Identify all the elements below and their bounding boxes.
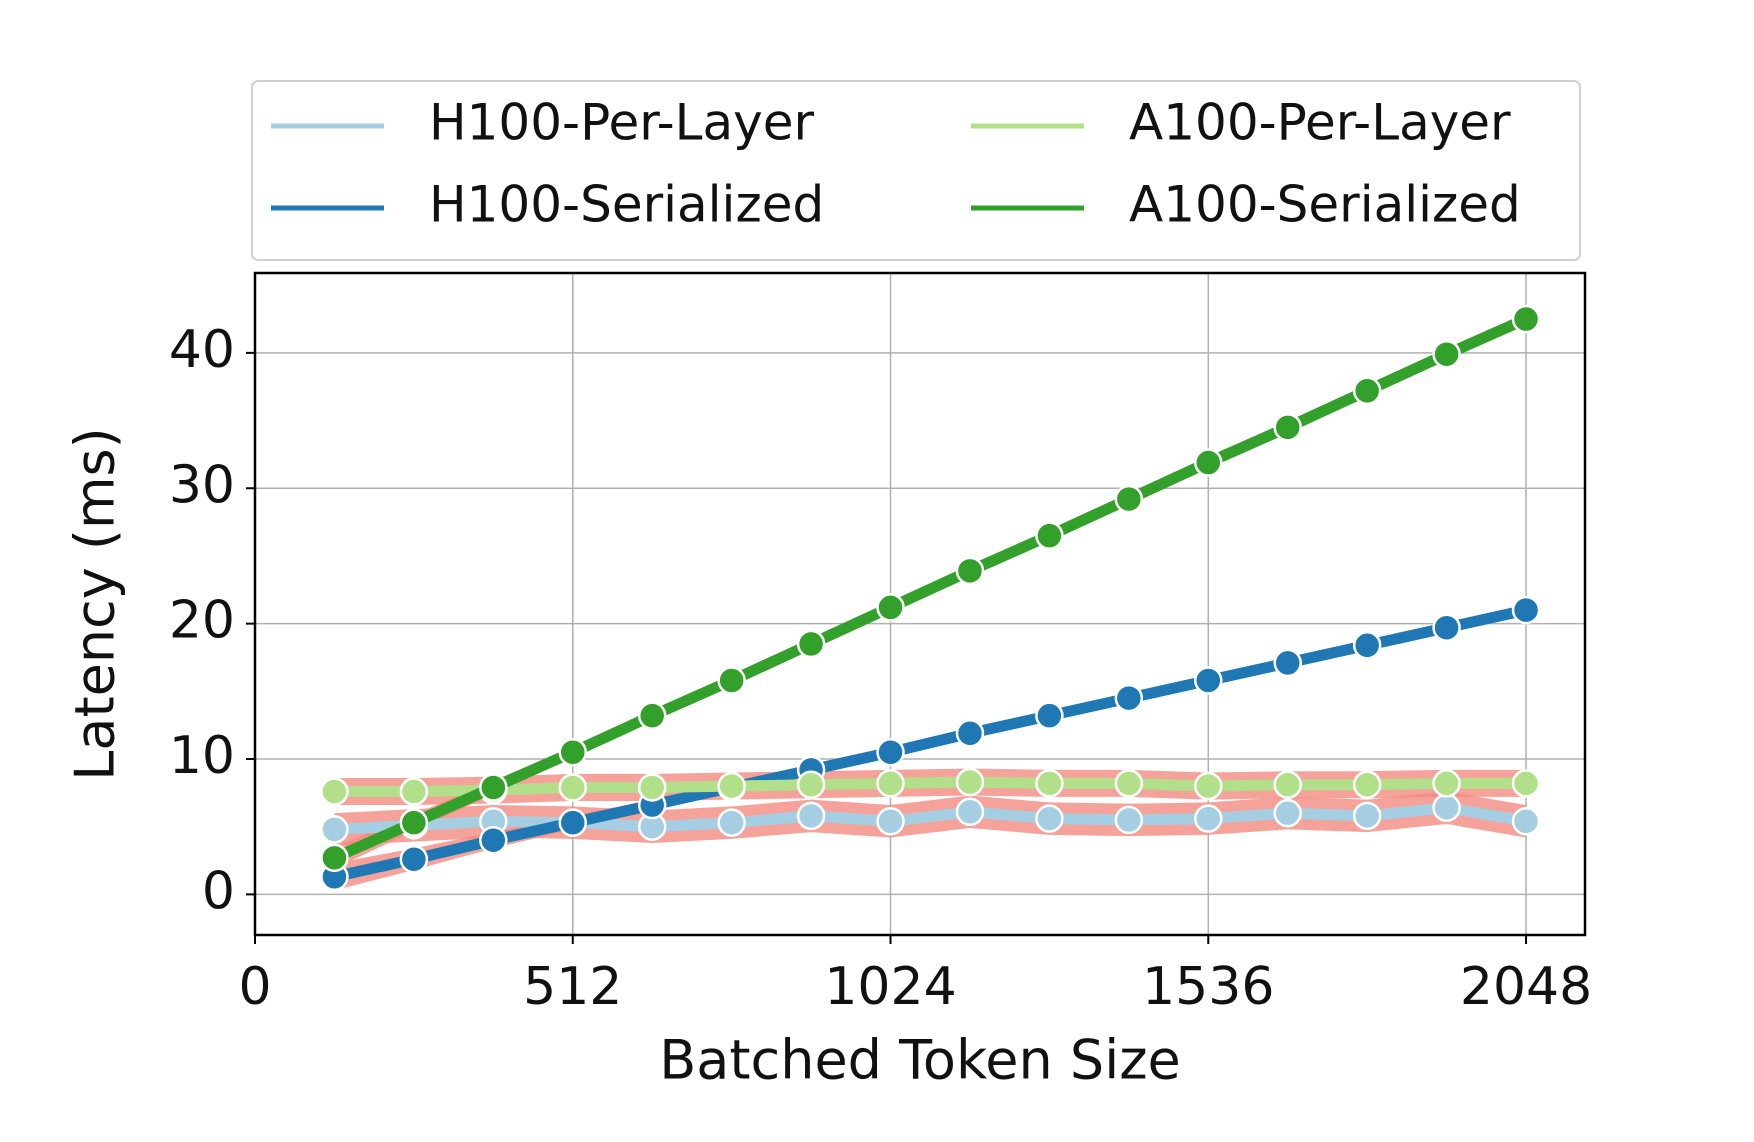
x-axis-label: Batched Token Size [659,1029,1181,1092]
point [876,769,905,798]
y-tick-label: 40 [169,320,235,380]
point [479,773,508,802]
point [1114,683,1144,713]
plot-area [320,304,1541,892]
point [955,767,985,797]
point [320,843,349,873]
point [1511,304,1541,334]
point [717,771,746,801]
point [955,556,985,586]
y-axis-label: Latency (ms) [64,427,127,780]
point [1273,648,1302,678]
series-line [334,776,1527,797]
point [1035,769,1064,798]
series-line [332,314,1529,863]
legend-label: A100-Serialized [1129,176,1521,234]
point [399,844,429,874]
point [876,737,905,767]
point [1352,801,1382,831]
legend-label: H100-Per-Layer [429,94,814,152]
x-tick-label: 1024 [824,957,956,1017]
point [1194,771,1223,801]
point [637,701,667,730]
point [1194,666,1223,695]
point [1273,798,1302,828]
point [876,807,905,836]
x-tick-label: 0 [238,957,271,1017]
point [796,801,826,831]
point [558,737,588,767]
y-tick-label: 30 [169,455,235,515]
point [1432,339,1461,369]
point [320,815,349,844]
point [399,808,429,837]
point [1432,613,1461,642]
series-line [334,802,1527,835]
point [1114,484,1144,514]
point [558,773,588,802]
x-tick-label: 2048 [1460,957,1592,1017]
point [1194,448,1223,477]
point [1273,770,1302,799]
series-line [333,604,1528,883]
point [876,593,905,622]
point [320,777,349,806]
point [637,773,667,802]
point [796,629,826,659]
point [1035,804,1064,833]
point [1511,595,1541,625]
y-tick-label: 10 [169,726,235,786]
point [1352,770,1382,799]
x-tick-label: 512 [523,957,622,1017]
point [1432,793,1461,822]
point [1352,376,1382,406]
point [1114,805,1144,835]
point [1352,631,1382,660]
point [479,825,508,855]
y-tick-label: 20 [169,591,235,651]
point [1273,413,1302,442]
y-tick-label: 0 [202,861,235,921]
point [955,719,985,748]
point [558,808,588,837]
point [1194,804,1223,833]
x-tick-label: 1536 [1142,957,1274,1017]
plot-frame [253,271,1587,937]
point [717,808,746,837]
legend-label: A100-Per-Layer [1129,94,1511,152]
point [1114,769,1144,798]
legend-label: H100-Serialized [429,176,824,234]
point [1432,769,1461,798]
point [1511,807,1541,836]
point [717,666,746,695]
point [1511,769,1541,798]
point [796,770,826,799]
point [1035,521,1064,550]
point [399,777,429,806]
point [1035,701,1064,730]
legend-box [251,80,1581,261]
point [955,797,985,827]
